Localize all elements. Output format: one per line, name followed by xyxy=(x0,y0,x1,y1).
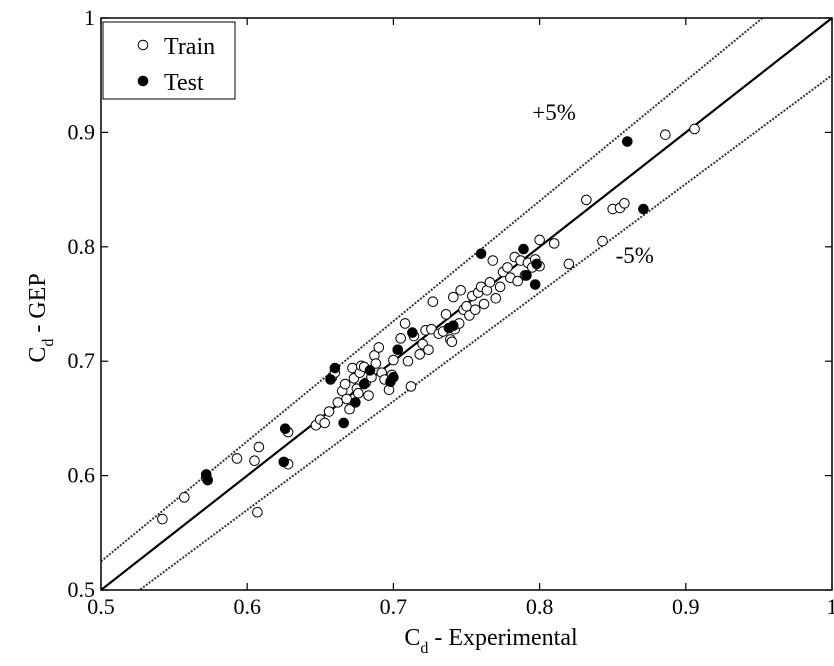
annotation-plus-5-percent: +5% xyxy=(532,100,576,125)
legend-marker-train xyxy=(137,39,149,51)
train-point xyxy=(353,387,364,399)
test-point xyxy=(638,203,649,215)
train-point xyxy=(370,358,382,369)
train-point xyxy=(563,258,575,270)
test-point xyxy=(329,362,341,374)
train-point xyxy=(461,300,472,312)
y-axis-title-main: C xyxy=(25,347,51,363)
reference-line-upper xyxy=(101,18,764,563)
x-axis-title-rest: - Experimental xyxy=(428,625,578,651)
test-point xyxy=(529,279,541,290)
data-markers xyxy=(157,123,700,525)
x-tick-label: 0.6 xyxy=(233,594,261,619)
test-point xyxy=(338,417,349,429)
y-tick-label: 0.6 xyxy=(68,463,96,488)
train-point xyxy=(423,344,434,356)
test-point xyxy=(364,365,376,376)
train-point xyxy=(363,390,374,401)
y-tick-label: 0.8 xyxy=(68,234,96,259)
train-point xyxy=(373,342,385,353)
legend-box xyxy=(102,21,236,100)
train-point xyxy=(332,397,344,408)
test-point xyxy=(448,320,459,332)
plot-frame xyxy=(100,17,833,591)
train-point xyxy=(440,308,452,320)
train-point xyxy=(399,318,411,329)
train-point xyxy=(494,281,506,293)
train-point xyxy=(344,403,355,415)
test-point xyxy=(279,423,291,434)
train-point xyxy=(597,235,608,247)
x-axis-title-main: C xyxy=(404,625,420,651)
legend-marker-test xyxy=(137,75,149,87)
train-point xyxy=(249,455,260,467)
test-point xyxy=(521,270,532,281)
reference-line-lower xyxy=(137,74,832,590)
x-tick-label: 1 xyxy=(827,594,834,619)
train-point xyxy=(484,276,496,288)
train-point xyxy=(455,284,466,296)
x-axis-title-subscript: d xyxy=(420,640,428,657)
train-point xyxy=(252,506,263,518)
train-point xyxy=(231,453,243,464)
train-point xyxy=(253,441,265,453)
test-point xyxy=(350,397,361,408)
x-tick-label: 0.5 xyxy=(87,594,115,619)
test-point xyxy=(388,371,399,383)
y-tick-label: 0.5 xyxy=(68,577,96,602)
y-axis-title: Cd - GEP xyxy=(25,273,57,362)
train-point xyxy=(402,355,414,367)
legend: Train Test xyxy=(102,21,236,100)
train-point xyxy=(319,417,330,429)
train-point xyxy=(157,513,168,525)
train-point xyxy=(581,194,592,206)
train-point xyxy=(478,298,490,310)
annotation-minus-5-percent: -5% xyxy=(616,243,654,268)
train-point xyxy=(448,291,459,303)
test-point xyxy=(475,248,487,259)
train-point xyxy=(490,292,502,304)
axis-ticks: 0.5 0.6 0.7 0.8 0.9 1 0.5 0.6 0.7 0.8 0.9 1 xyxy=(68,5,834,619)
y-tick-label: 1 xyxy=(84,5,95,30)
y-axis-title-rest: - GEP xyxy=(25,273,51,338)
train-point xyxy=(689,123,700,135)
y-tick-label: 0.7 xyxy=(68,348,96,373)
train-point xyxy=(179,492,190,503)
test-point xyxy=(407,327,418,338)
x-tick-label: 0.8 xyxy=(526,594,554,619)
test-point xyxy=(518,243,529,255)
train-point xyxy=(534,234,545,246)
train-point xyxy=(427,296,439,308)
x-tick-label: 0.7 xyxy=(380,594,408,619)
train-point xyxy=(405,381,417,392)
legend-label-train: Train xyxy=(164,34,215,60)
train-point xyxy=(469,304,481,316)
train-point xyxy=(414,349,426,360)
train-point xyxy=(502,262,513,273)
x-tick-label: 0.9 xyxy=(672,594,700,619)
test-point xyxy=(278,456,290,468)
train-point xyxy=(487,255,499,266)
test-point xyxy=(531,258,542,270)
test-point xyxy=(202,474,214,486)
train-point xyxy=(339,378,351,390)
legend-label-test: Test xyxy=(164,70,204,96)
train-point xyxy=(660,129,671,140)
train-point xyxy=(388,354,399,366)
train-point xyxy=(548,238,560,249)
train-point xyxy=(395,333,407,344)
x-axis-title: Cd - Experimental xyxy=(404,625,578,657)
train-point xyxy=(446,336,458,348)
y-tick-label: 0.9 xyxy=(68,119,96,144)
test-point xyxy=(358,378,370,390)
train-point xyxy=(341,393,352,405)
test-point xyxy=(325,374,336,385)
train-point xyxy=(619,198,630,209)
train-point xyxy=(512,275,523,287)
train-point xyxy=(323,406,335,417)
y-axis-title-subscript: d xyxy=(40,339,57,347)
test-point xyxy=(392,344,404,356)
test-point xyxy=(622,136,633,147)
